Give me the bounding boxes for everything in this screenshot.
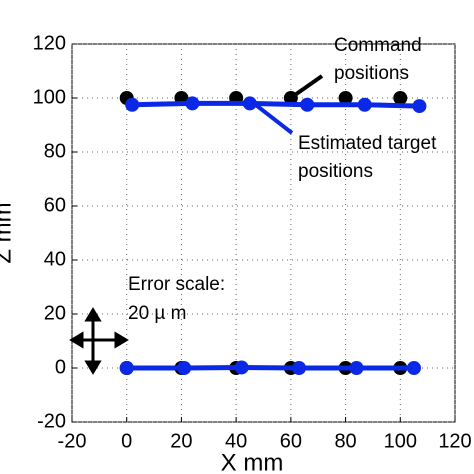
annotation: Estimated target — [298, 133, 437, 154]
y-axis-label: Z mm — [0, 202, 16, 263]
pointer — [290, 74, 324, 99]
y-tick-label: 0 — [55, 356, 66, 378]
data-point — [292, 361, 307, 375]
x-tick-label: 100 — [384, 430, 417, 452]
x-tick-label: -20 — [58, 430, 87, 452]
y-tick-label: 120 — [33, 32, 66, 54]
x-tick-label: 0 — [121, 430, 132, 452]
data-point — [338, 91, 353, 105]
data-point — [242, 96, 257, 111]
error-scale-cross — [69, 307, 129, 375]
x-tick-label: 20 — [170, 430, 192, 452]
data-point — [125, 97, 140, 112]
x-tick-label: 80 — [334, 430, 356, 452]
annotation: Command — [334, 35, 422, 56]
data-point — [406, 361, 421, 375]
pointer — [250, 100, 294, 135]
y-tick-label: 20 — [44, 302, 66, 324]
data-point — [300, 97, 315, 112]
y-tick-label: 100 — [33, 86, 66, 108]
plot-frame — [71, 43, 456, 423]
series-line — [124, 364, 417, 371]
x-tick-label: 40 — [225, 430, 247, 452]
data-point — [119, 361, 134, 375]
y-tick-label: 60 — [44, 194, 66, 216]
annotation: 20 µ m — [128, 303, 186, 324]
data-point — [177, 361, 192, 375]
y-tick-label: 80 — [44, 140, 66, 162]
annotation: Error scale: — [128, 274, 225, 295]
data-point — [393, 91, 408, 105]
data-point — [185, 96, 200, 111]
series-line — [129, 100, 422, 109]
x-tick-label: 60 — [280, 430, 302, 452]
data-point — [357, 97, 372, 112]
y-tick-label: -20 — [37, 410, 66, 432]
data-point — [412, 99, 427, 114]
x-axis-label: X mm — [221, 449, 284, 474]
annotation: positions — [334, 63, 409, 84]
data-point — [349, 361, 364, 375]
data-point — [234, 360, 249, 375]
x-tick-label: 120 — [438, 430, 471, 452]
y-tick-label: 40 — [44, 248, 66, 270]
annotation: positions — [298, 161, 373, 182]
